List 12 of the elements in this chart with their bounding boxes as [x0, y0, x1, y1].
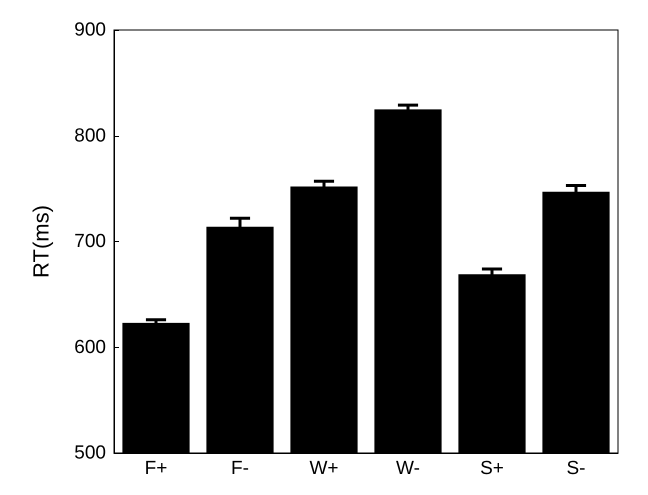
x-tick-label: W- — [396, 458, 420, 479]
y-axis-title: RT(ms) — [28, 205, 54, 278]
y-tick-label: 700 — [74, 231, 106, 252]
x-tick-label: S- — [566, 458, 586, 479]
x-tick-label: S+ — [480, 458, 504, 479]
x-tick-label: F+ — [144, 458, 168, 479]
y-tick-label: 900 — [74, 20, 106, 40]
y-tick-label: 800 — [74, 125, 106, 146]
y-tick-label: 600 — [74, 336, 106, 358]
x-tick-label: F- — [231, 458, 249, 479]
x-tick-label: W+ — [309, 458, 339, 479]
y-tick-label: 500 — [74, 442, 106, 464]
